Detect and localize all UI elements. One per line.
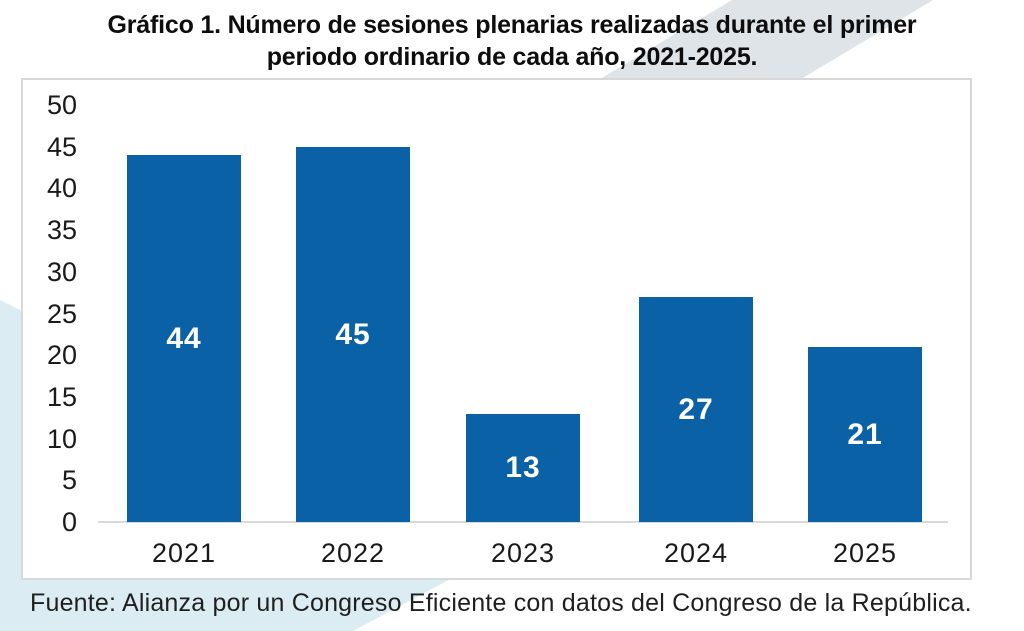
chart-title: Gráfico 1. Número de sesiones plenarias … [0, 9, 1024, 73]
x-axis-line [98, 521, 948, 523]
y-tick-20: 20 [46, 340, 77, 370]
chart-panel: 0 5 10 15 20 25 30 35 40 45 50 44 45 13 27 21 2021 2022… [21, 78, 972, 580]
x-label-2023: 2023 [490, 538, 556, 568]
x-label-2025: 2025 [832, 538, 898, 568]
y-tick-25: 25 [46, 299, 77, 329]
bar-2023: 13 [466, 414, 580, 522]
bar-2025: 21 [808, 347, 922, 522]
bar-2022: 45 [296, 147, 410, 522]
source-note: Fuente: Alianza por un Congreso Eficient… [30, 589, 972, 617]
bar-2024: 27 [639, 297, 753, 522]
y-tick-45: 45 [46, 132, 77, 162]
bar-value-label-2023: 13 [505, 451, 541, 484]
y-tick-0: 0 [61, 507, 77, 537]
bar-2021: 44 [127, 155, 241, 522]
bar-value-label-2021: 44 [166, 321, 202, 355]
chart-title-line1: Gráfico 1. Número de sesiones plenarias … [107, 11, 917, 39]
bar-value-label-2022: 45 [335, 317, 371, 351]
x-label-2022: 2022 [320, 538, 386, 568]
y-tick-30: 30 [46, 257, 77, 287]
y-tick-5: 5 [61, 465, 77, 495]
y-tick-35: 35 [46, 215, 77, 245]
y-tick-10: 10 [46, 424, 77, 454]
x-label-2021: 2021 [151, 538, 217, 568]
bar-value-label-2024: 27 [678, 392, 714, 426]
y-tick-40: 40 [46, 173, 77, 203]
x-label-2024: 2024 [663, 538, 729, 568]
y-tick-50: 50 [46, 90, 77, 120]
y-tick-15: 15 [46, 382, 77, 412]
chart-title-line2: periodo ordinario de cada año, 2021-2025… [266, 43, 758, 71]
top-right-band-shape [600, 0, 933, 79]
bar-value-label-2025: 21 [847, 417, 883, 451]
